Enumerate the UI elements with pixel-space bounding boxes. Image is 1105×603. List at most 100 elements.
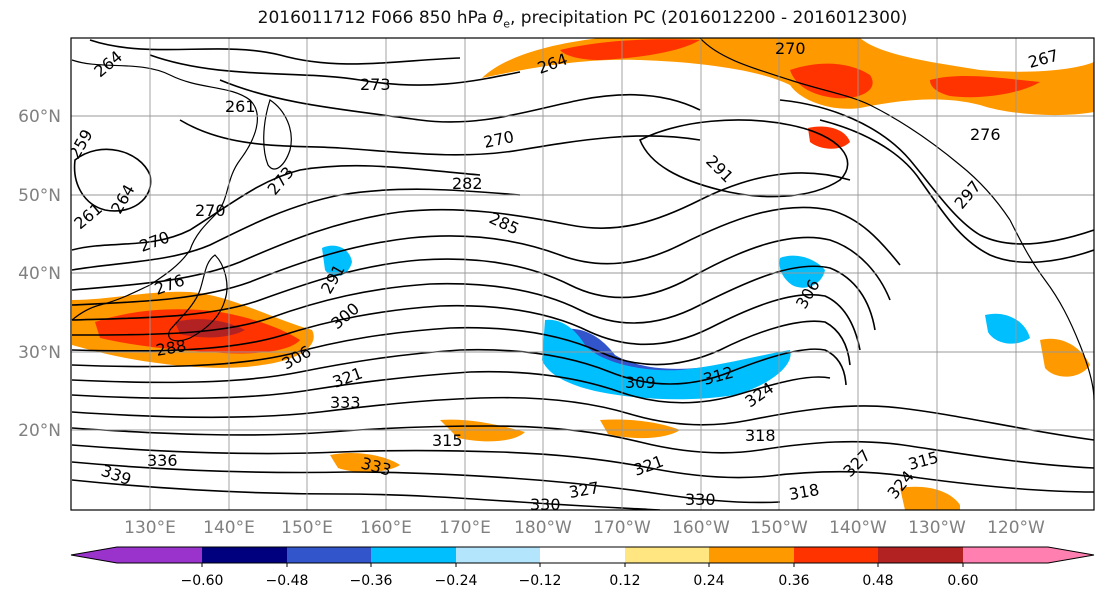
contour-label: 270 (775, 39, 806, 58)
precip-region-east-coast-blue (985, 313, 1030, 344)
coast-north-america (1009, 219, 1094, 401)
colorbar-tick-label: 0.12 (609, 573, 640, 589)
figure-title: 2016011712 F066 850 hPa θe, precipitatio… (0, 8, 1105, 30)
map-frame (70, 37, 1095, 511)
coast-kamchatka (263, 99, 292, 170)
contour-label: 282 (452, 174, 483, 193)
colorbar-tick-label: −0.12 (519, 573, 562, 589)
colorbar-tick-label: −0.48 (266, 573, 309, 589)
title-theta-subscript: e (503, 17, 510, 31)
lat-label-50n: 50°N (18, 186, 61, 206)
precip-region-japan-peak (175, 319, 245, 338)
contour-279-west (71, 188, 521, 271)
colorbar-segment (794, 547, 879, 563)
contour-east-ridge (819, 119, 1094, 264)
contour-label: 309 (625, 373, 656, 392)
contour-291-mid (71, 265, 876, 336)
title-suffix: , precipitation PC (2016012200 - 2016012… (509, 8, 908, 28)
colorbar-segment (371, 547, 456, 563)
lon-label-130w: 130°W (908, 518, 966, 538)
lon-label-170e: 170°E (439, 518, 491, 538)
colorbar-ticks (201, 563, 964, 567)
contour-label: 273 (360, 75, 391, 94)
colorbar: −0.60 −0.48 −0.36 −0.24 −0.12 0.12 0.24 … (70, 546, 1095, 589)
contour-west-closed (73, 148, 152, 212)
colorbar-segment (625, 547, 710, 563)
contour-270-north (219, 79, 701, 123)
lon-label-150e: 150°E (281, 518, 333, 538)
colorbar-segment (540, 547, 625, 563)
contour-264-north (89, 39, 461, 65)
contour-327-south (71, 444, 1094, 493)
contour-label: 318 (745, 426, 776, 445)
coast-japan (168, 254, 228, 342)
contour-label: 330 (530, 495, 561, 514)
lon-label-130e: 130°E (124, 518, 176, 538)
colorbar-segment (202, 547, 287, 563)
contour-label: 315 (432, 431, 463, 450)
lon-label-160w: 160°W (672, 518, 730, 538)
coast-alaska (699, 38, 1011, 221)
longitude-labels: 130°E 140°E 150°E 160°E 170°E 180°W 170°… (124, 518, 1045, 538)
lon-label-140w: 140°W (829, 518, 887, 538)
precip-region-gulf-alaska (808, 126, 850, 149)
latitude-labels: 60°N 50°N 40°N 30°N 20°N (18, 107, 61, 441)
precip-region-east-pacific-blue (779, 255, 825, 288)
contour-label: 276 (970, 125, 1001, 144)
title-theta: θ (492, 8, 504, 28)
colorbar-segment (287, 547, 372, 563)
colorbar-tick-label: −0.60 (181, 573, 224, 589)
contour-285-mid (71, 206, 901, 306)
colorbar-outline (70, 546, 1095, 564)
precip-region-north-pacific (482, 38, 1094, 116)
colorbar-segment (456, 547, 541, 563)
lon-label-120w: 120°W (987, 518, 1045, 538)
colorbar-tick-label: 0.60 (947, 573, 978, 589)
contour-321-south (71, 425, 1094, 469)
graticule (71, 38, 1094, 510)
contour-333-south (71, 461, 781, 504)
contour-label: 336 (147, 451, 178, 470)
precip-region-north-pacific-core (560, 39, 1040, 99)
lon-label-160e: 160°E (360, 518, 412, 538)
contour-294-mid (71, 293, 861, 352)
contour-gulf-closed (638, 119, 849, 198)
contour-288-mid (71, 236, 891, 321)
lat-label-30n: 30°N (18, 343, 61, 363)
precip-region-mid-pacific-light (542, 319, 791, 400)
contour-label: 270 (195, 201, 226, 220)
precip-region-southeast-orange (900, 486, 960, 510)
lon-label-170w: 170°W (593, 518, 651, 538)
contour-339-south (71, 479, 661, 510)
contour-297-mid (71, 320, 851, 368)
contour-267-north (149, 54, 521, 86)
lon-label-150w: 150°W (750, 518, 808, 538)
coastlines (71, 38, 1094, 401)
lat-label-20n: 20°N (18, 421, 61, 441)
contour-306-south (71, 370, 831, 404)
coast-asia (71, 59, 259, 321)
contour-315-south (71, 396, 1094, 441)
colorbar-extend-low (71, 547, 202, 563)
contour-282-mid (71, 172, 851, 291)
contour-276-west (71, 164, 481, 251)
lat-label-60n: 60°N (18, 107, 61, 127)
contour-label: 333 (330, 393, 361, 412)
map-panel: 264 273 270 261 270 259 264 261 270 276 … (71, 38, 1094, 514)
precip-region-nw-blue (322, 245, 352, 277)
contour-label: 330 (685, 490, 716, 509)
colorbar-tick-label: 0.36 (778, 573, 809, 589)
lon-label-180w: 180°W (514, 518, 572, 538)
lon-label-140e: 140°E (203, 518, 255, 538)
contour-label: 261 (225, 97, 256, 116)
colorbar-tick-label: −0.24 (435, 573, 478, 589)
colorbar-extend-high (963, 547, 1094, 563)
title-prefix: 2016011712 F066 850 hPa (257, 8, 493, 28)
colorbar-segment (878, 547, 963, 563)
colorbar-segment (709, 547, 794, 563)
precip-region-east-coast-orange (1040, 338, 1090, 377)
contour-300-south (71, 348, 847, 386)
lat-label-40n: 40°N (18, 264, 61, 284)
colorbar-tick-label: 0.24 (693, 573, 724, 589)
